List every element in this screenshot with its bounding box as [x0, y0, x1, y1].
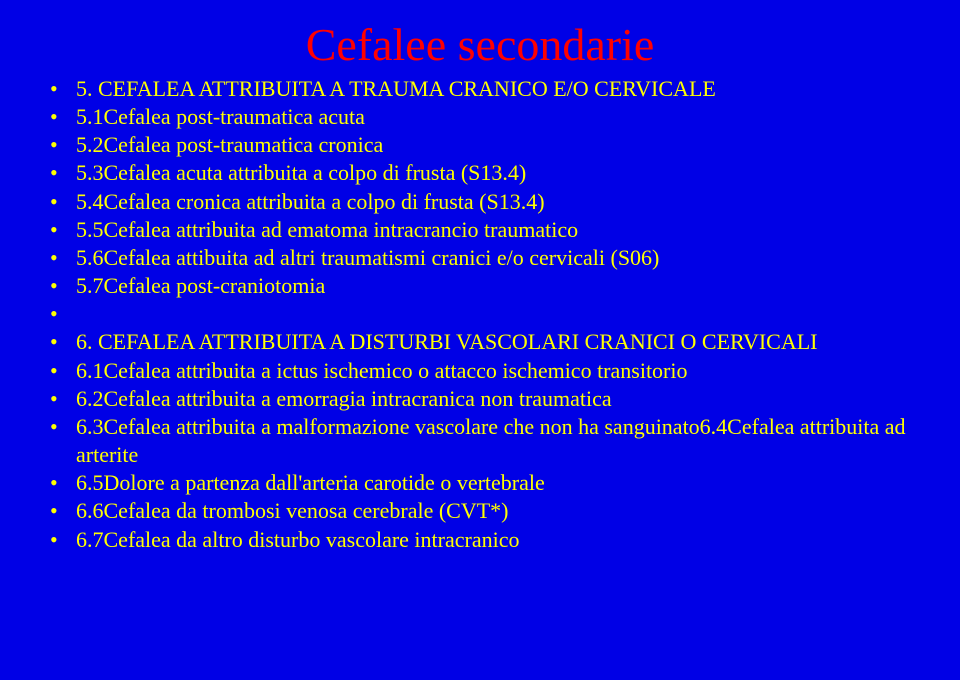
list-item: 6.6Cefalea da trombosi venosa cerebrale … [76, 497, 914, 525]
list-item: 6. CEFALEA ATTRIBUITA A DISTURBI VASCOLA… [76, 328, 914, 356]
list-item: 5. CEFALEA ATTRIBUITA A TRAUMA CRANICO E… [76, 75, 914, 103]
list-item: 6.2Cefalea attribuita a emorragia intrac… [76, 385, 914, 413]
slide-title: Cefalee secondarie [46, 18, 914, 71]
list-item: 5.4Cefalea cronica attribuita a colpo di… [76, 188, 914, 216]
list-item: 6.3Cefalea attribuita a malformazione va… [76, 413, 914, 469]
list-item: 5.3Cefalea acuta attribuita a colpo di f… [76, 159, 914, 187]
list-item: 5.2Cefalea post-traumatica cronica [76, 131, 914, 159]
list-item: 5.5Cefalea attribuita ad ematoma intracr… [76, 216, 914, 244]
list-item-blank [76, 300, 914, 328]
list-item: 6.7Cefalea da altro disturbo vascolare i… [76, 526, 914, 554]
slide: Cefalee secondarie 5. CEFALEA ATTRIBUITA… [0, 0, 960, 680]
list-item: 6.5Dolore a partenza dall'arteria caroti… [76, 469, 914, 497]
list-item: 5.1Cefalea post-traumatica acuta [76, 103, 914, 131]
list-item: 5.7Cefalea post-craniotomia [76, 272, 914, 300]
list-item: 6.1Cefalea attribuita a ictus ischemico … [76, 357, 914, 385]
bullet-list: 5. CEFALEA ATTRIBUITA A TRAUMA CRANICO E… [46, 75, 914, 554]
list-item: 5.6Cefalea attibuita ad altri traumatism… [76, 244, 914, 272]
